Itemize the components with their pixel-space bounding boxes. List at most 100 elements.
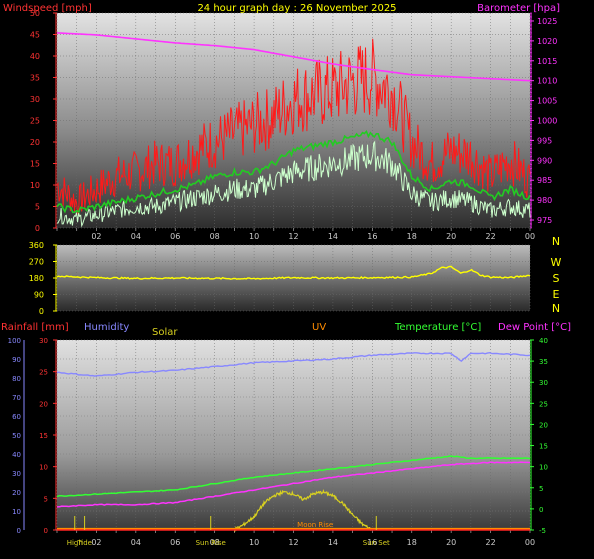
dewpoint-line (56, 461, 531, 508)
compass-label: W (551, 256, 562, 269)
direction-tick-label: 360 (29, 241, 44, 250)
compass-label: N (552, 235, 560, 248)
climate-x-tick-label: 08 (210, 538, 220, 547)
temperature-tick-label: 0 (539, 506, 543, 514)
wind-x-tick-label: 08 (210, 232, 220, 241)
wind-tick-label: 35 (30, 74, 40, 83)
rain-tick-label: 25 (39, 369, 48, 377)
climate-x-tick-label: 00 (525, 538, 535, 547)
rain-tick-label: 10 (39, 464, 48, 472)
wind-direction-line (56, 265, 531, 280)
wind-x-tick-label: 02 (91, 232, 101, 241)
barometer-tick-label: 1015 (537, 57, 557, 66)
temperature-tick-label: 10 (539, 464, 548, 472)
windspeed-axis-title: Windspeed [mph] (3, 3, 92, 14)
humidity-tick-label: 20 (12, 489, 21, 497)
temperature-tick-label: 15 (539, 443, 548, 451)
wind-x-tick-label: 12 (288, 232, 298, 241)
rain-tick-label: 20 (39, 400, 48, 408)
barometer-tick-label: 1000 (537, 117, 557, 126)
direction-tick-label: 270 (29, 258, 44, 267)
wind-gust-line (56, 38, 531, 216)
climate-x-tick-label: 10 (249, 538, 259, 547)
page-title: 24 hour graph day : 26 November 2025 (197, 3, 396, 14)
direction-tick-label: 90 (34, 291, 44, 300)
rainfall-axis-title: Rainfall [mm] (1, 322, 69, 333)
rain-tick-label: 5 (44, 495, 48, 503)
direction-panel-series (56, 265, 531, 280)
humidity-tick-label: 30 (12, 470, 21, 478)
barometer-tick-label: 1020 (537, 37, 557, 46)
wind-panel-series (56, 32, 531, 228)
rain-tick-label: 15 (39, 432, 48, 440)
wind-average-line (56, 129, 531, 214)
barometer-tick-label: 990 (537, 156, 552, 165)
climate-x-tick-label: 16 (367, 538, 377, 547)
wind-tick-label: 0 (35, 224, 40, 233)
humidity-line (57, 351, 531, 377)
temperature-tick-label: 20 (539, 421, 548, 429)
humidity-tick-label: 0 (17, 527, 21, 535)
wind-x-tick-label: 14 (328, 232, 338, 241)
wind-x-tick-label: 04 (131, 232, 141, 241)
annotation-label: High (67, 539, 83, 547)
climate-x-tick-label: 06 (170, 538, 180, 547)
annotation-label: Moon Rise (297, 521, 333, 529)
wind-tick-label: 45 (30, 31, 40, 40)
annotation-label: Tide (76, 539, 92, 547)
barometer-tick-label: 1005 (537, 97, 557, 106)
direction-panel-axes: 0 90 180 270 360 (29, 241, 57, 316)
annotation-label: Sun Rise (196, 539, 226, 547)
barometer-tick-label: 995 (537, 136, 552, 145)
rain-tick-label: 0 (44, 527, 48, 535)
wind-x-tick-label: 06 (170, 232, 180, 241)
temperature-axis-title: Temperature [°C] (394, 322, 481, 333)
compass-label: S (553, 272, 560, 285)
wind-tick-label: 25 (30, 117, 40, 126)
temperature-tick-label: 35 (539, 358, 548, 366)
humidity-tick-label: 90 (12, 356, 21, 364)
climate-panel-series (56, 351, 531, 532)
wind-tick-label: 5 (35, 203, 40, 212)
wind-x-tick-label: 10 (249, 232, 259, 241)
annotation-label: Sun Set (363, 539, 390, 547)
humidity-tick-label: 60 (12, 413, 21, 421)
humidity-tick-label: 40 (12, 451, 21, 459)
dewpoint-axis-title: Dew Point [°C] (498, 322, 571, 333)
temperature-line (56, 455, 531, 498)
humidity-tick-label: 70 (12, 394, 21, 402)
barometer-tick-label: 975 (537, 216, 552, 225)
humidity-tick-label: 100 (8, 337, 21, 345)
climate-x-tick-label: 22 (485, 538, 495, 547)
wind-tick-label: 10 (30, 181, 40, 190)
direction-tick-label: 180 (29, 274, 44, 283)
wind-tick-label: 50 (30, 9, 40, 18)
humidity-tick-label: 50 (12, 432, 21, 440)
wind-x-tick-label: 22 (485, 232, 495, 241)
humidity-tick-label: 80 (12, 375, 21, 383)
wind-tick-label: 30 (30, 95, 40, 104)
climate-x-tick-label: 14 (328, 538, 338, 547)
barometer-line (56, 32, 531, 82)
humidity-tick-label: 10 (12, 508, 21, 516)
climate-x-tick-label: 18 (407, 538, 417, 547)
compass-label: E (553, 288, 560, 301)
climate-x-tick-label: 02 (91, 538, 101, 547)
wind-tick-label: 40 (30, 52, 40, 61)
temperature-tick-label: 25 (539, 400, 548, 408)
barometer-tick-label: 985 (537, 176, 552, 185)
temperature-tick-label: -5 (539, 527, 546, 535)
climate-x-tick-label: 12 (288, 538, 298, 547)
rain-tick-label: 30 (39, 337, 48, 345)
climate-panel-axes: 0102030405060708090100051015202530-50510… (8, 337, 548, 547)
temperature-tick-label: 40 (539, 337, 548, 345)
wind-tick-label: 20 (30, 138, 40, 147)
barometer-tick-label: 980 (537, 196, 552, 205)
solar-line (233, 488, 373, 532)
wind-x-tick-label: 20 (446, 232, 456, 241)
wind-panel-axes: 0510152025303540455097598098599099510001… (30, 9, 558, 241)
